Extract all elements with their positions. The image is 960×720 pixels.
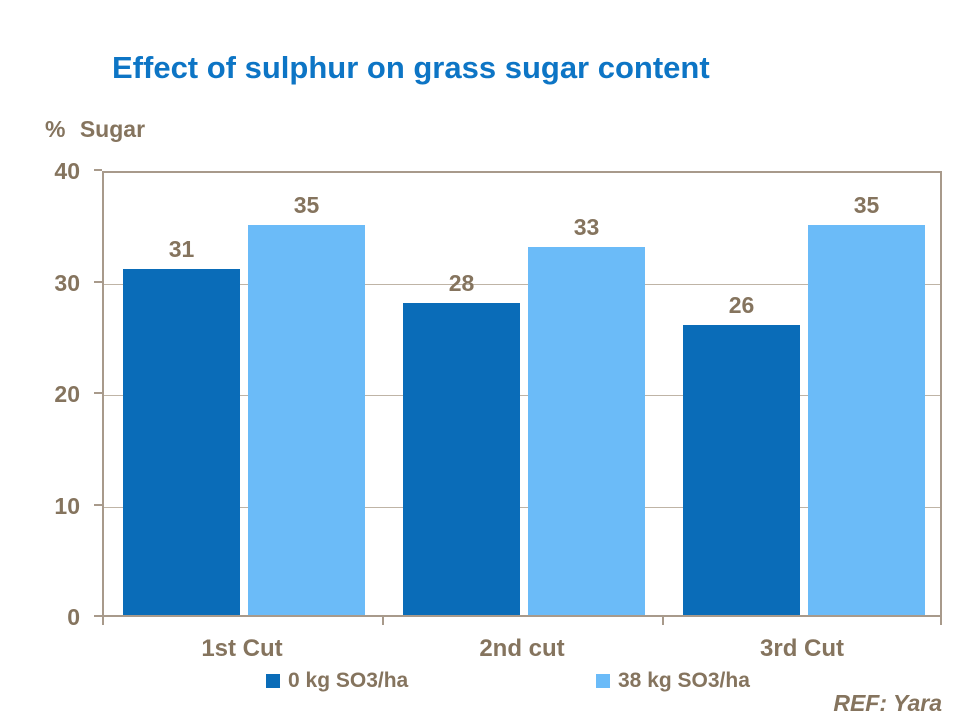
x-tick-mark-3 bbox=[940, 617, 942, 625]
y-tick-label-40: 40 bbox=[54, 158, 80, 184]
y-tick-mark-0 bbox=[94, 615, 102, 617]
y-tick-mark-40 bbox=[94, 169, 102, 171]
reference-credit: REF: Yara bbox=[833, 690, 942, 716]
gridline-20 bbox=[104, 395, 940, 396]
category-label-3: 3rd Cut bbox=[760, 635, 844, 662]
gridline-30 bbox=[104, 284, 940, 285]
y-tick-mark-20 bbox=[94, 392, 102, 394]
y-tick-mark-30 bbox=[94, 281, 102, 283]
legend-swatch-icon bbox=[266, 674, 280, 688]
y-tick-label-0: 0 bbox=[67, 604, 80, 630]
bar-value-label: 26 bbox=[728, 292, 755, 318]
y-tick-label-30: 30 bbox=[54, 270, 80, 296]
bar-value-label: 33 bbox=[573, 214, 600, 240]
gridline-10 bbox=[104, 507, 940, 508]
bar-1st-cut-series0 bbox=[123, 269, 240, 615]
x-tick-mark-0 bbox=[102, 617, 104, 625]
y-axis-title: % Sugar bbox=[45, 116, 146, 142]
bar-2nd-cut-series1 bbox=[528, 247, 645, 615]
x-tick-mark-2 bbox=[662, 617, 664, 625]
y-tick-mark-10 bbox=[94, 504, 102, 506]
bar-3rd-cut-series1 bbox=[808, 225, 925, 615]
bar-value-label: 28 bbox=[448, 270, 475, 296]
bar-3rd-cut-series0 bbox=[683, 325, 800, 615]
bar-2nd-cut-series0 bbox=[403, 303, 520, 615]
legend-label: 38 kg SO3/ha bbox=[618, 669, 750, 692]
category-label-1: 1st Cut bbox=[201, 635, 283, 662]
legend-swatch-icon bbox=[596, 674, 610, 688]
y-tick-label-20: 20 bbox=[54, 381, 80, 407]
legend-item-2: 38 kg SO3/ha bbox=[596, 669, 750, 693]
legend-item-1: 0 kg SO3/ha bbox=[266, 669, 408, 693]
bar-value-label: 35 bbox=[293, 192, 320, 218]
plot-area: 31 35 28 33 26 35 bbox=[102, 171, 942, 617]
x-tick-mark-1 bbox=[382, 617, 384, 625]
legend-label: 0 kg SO3/ha bbox=[288, 669, 409, 692]
bar-value-label: 35 bbox=[853, 192, 880, 218]
bar-1st-cut-series1 bbox=[248, 225, 365, 615]
category-label-2: 2nd cut bbox=[479, 635, 565, 662]
y-tick-label-10: 10 bbox=[54, 493, 80, 519]
bar-value-label: 31 bbox=[168, 236, 195, 262]
chart-title: Effect of sulphur on grass sugar content bbox=[112, 50, 710, 85]
